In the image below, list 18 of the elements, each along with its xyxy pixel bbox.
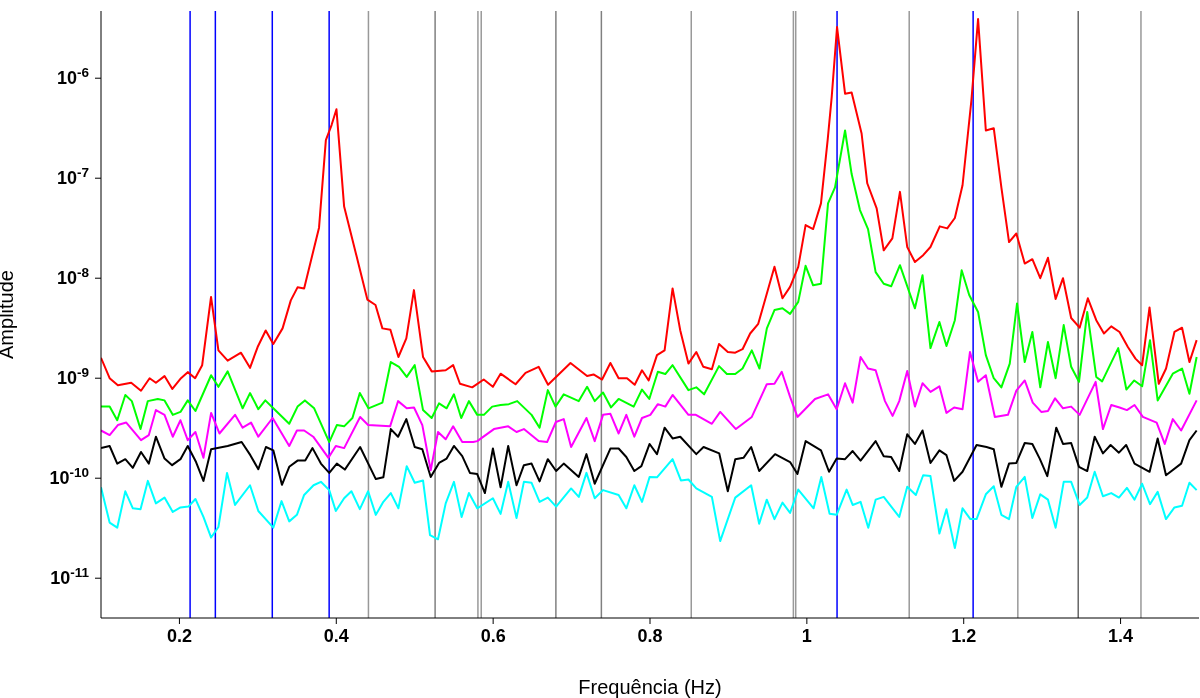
y-tick-label: 10$^{-7}$ bbox=[56, 164, 89, 189]
line-series bbox=[101, 458, 1198, 550]
x-tick-label: 0.6 bbox=[480, 626, 506, 646]
y-tick-label: 10$^{-6}$ bbox=[56, 64, 90, 89]
x-tick-label: 1.2 bbox=[951, 626, 977, 646]
y-tick-label: 10$^{-11}$ bbox=[50, 564, 90, 589]
x-tick-label: 0.8 bbox=[637, 626, 663, 646]
y-tick-label: 10$^{-8}$ bbox=[56, 264, 90, 289]
line-series bbox=[101, 350, 1198, 472]
line-series bbox=[101, 129, 1198, 444]
x-axis-title: Frequência (Hz) bbox=[578, 676, 722, 698]
y-tick-label: 10$^{-10}$ bbox=[49, 464, 89, 489]
x-tick-label: 0.2 bbox=[166, 626, 192, 646]
x-tick-label: 1 bbox=[801, 626, 812, 646]
x-tick-label: 1.4 bbox=[1108, 626, 1134, 646]
y-tick-label: 10$^{-9}$ bbox=[56, 364, 89, 389]
x-tick-label: 0.4 bbox=[323, 626, 349, 646]
line-series bbox=[101, 18, 1198, 392]
